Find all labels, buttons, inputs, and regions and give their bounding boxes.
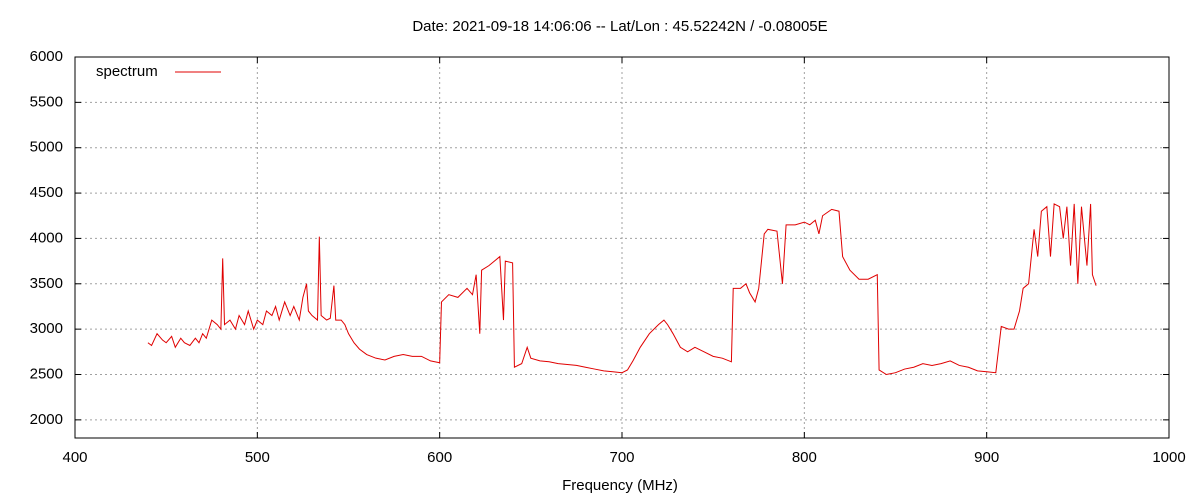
chart-title: Date: 2021-09-18 14:06:06 -- Lat/Lon : 4… — [412, 18, 827, 35]
x-tick-label: 400 — [62, 449, 87, 466]
y-tick-label: 6000 — [30, 48, 63, 65]
spectrum-line — [147, 203, 1097, 376]
x-axis-label: Frequency (MHz) — [562, 477, 678, 494]
x-tick-label: 700 — [609, 449, 634, 466]
y-tick-label: 5500 — [30, 93, 63, 110]
y-tick-label: 3500 — [30, 275, 63, 292]
plot-frame — [74, 56, 1170, 439]
x-tick-label: 1000 — [1152, 449, 1185, 466]
x-tick-label: 900 — [974, 449, 999, 466]
y-tick-label: 2000 — [30, 411, 63, 428]
y-tick-label: 3000 — [30, 320, 63, 337]
y-tick-label: 2500 — [30, 365, 63, 382]
x-tick-label: 500 — [245, 449, 270, 466]
y-tick-label: 4500 — [30, 184, 63, 201]
x-tick-label: 600 — [427, 449, 452, 466]
legend-label: spectrum — [96, 63, 158, 80]
x-tick-label: 800 — [792, 449, 817, 466]
y-tick-label: 5000 — [30, 139, 63, 156]
y-tick-label: 4000 — [30, 229, 63, 246]
